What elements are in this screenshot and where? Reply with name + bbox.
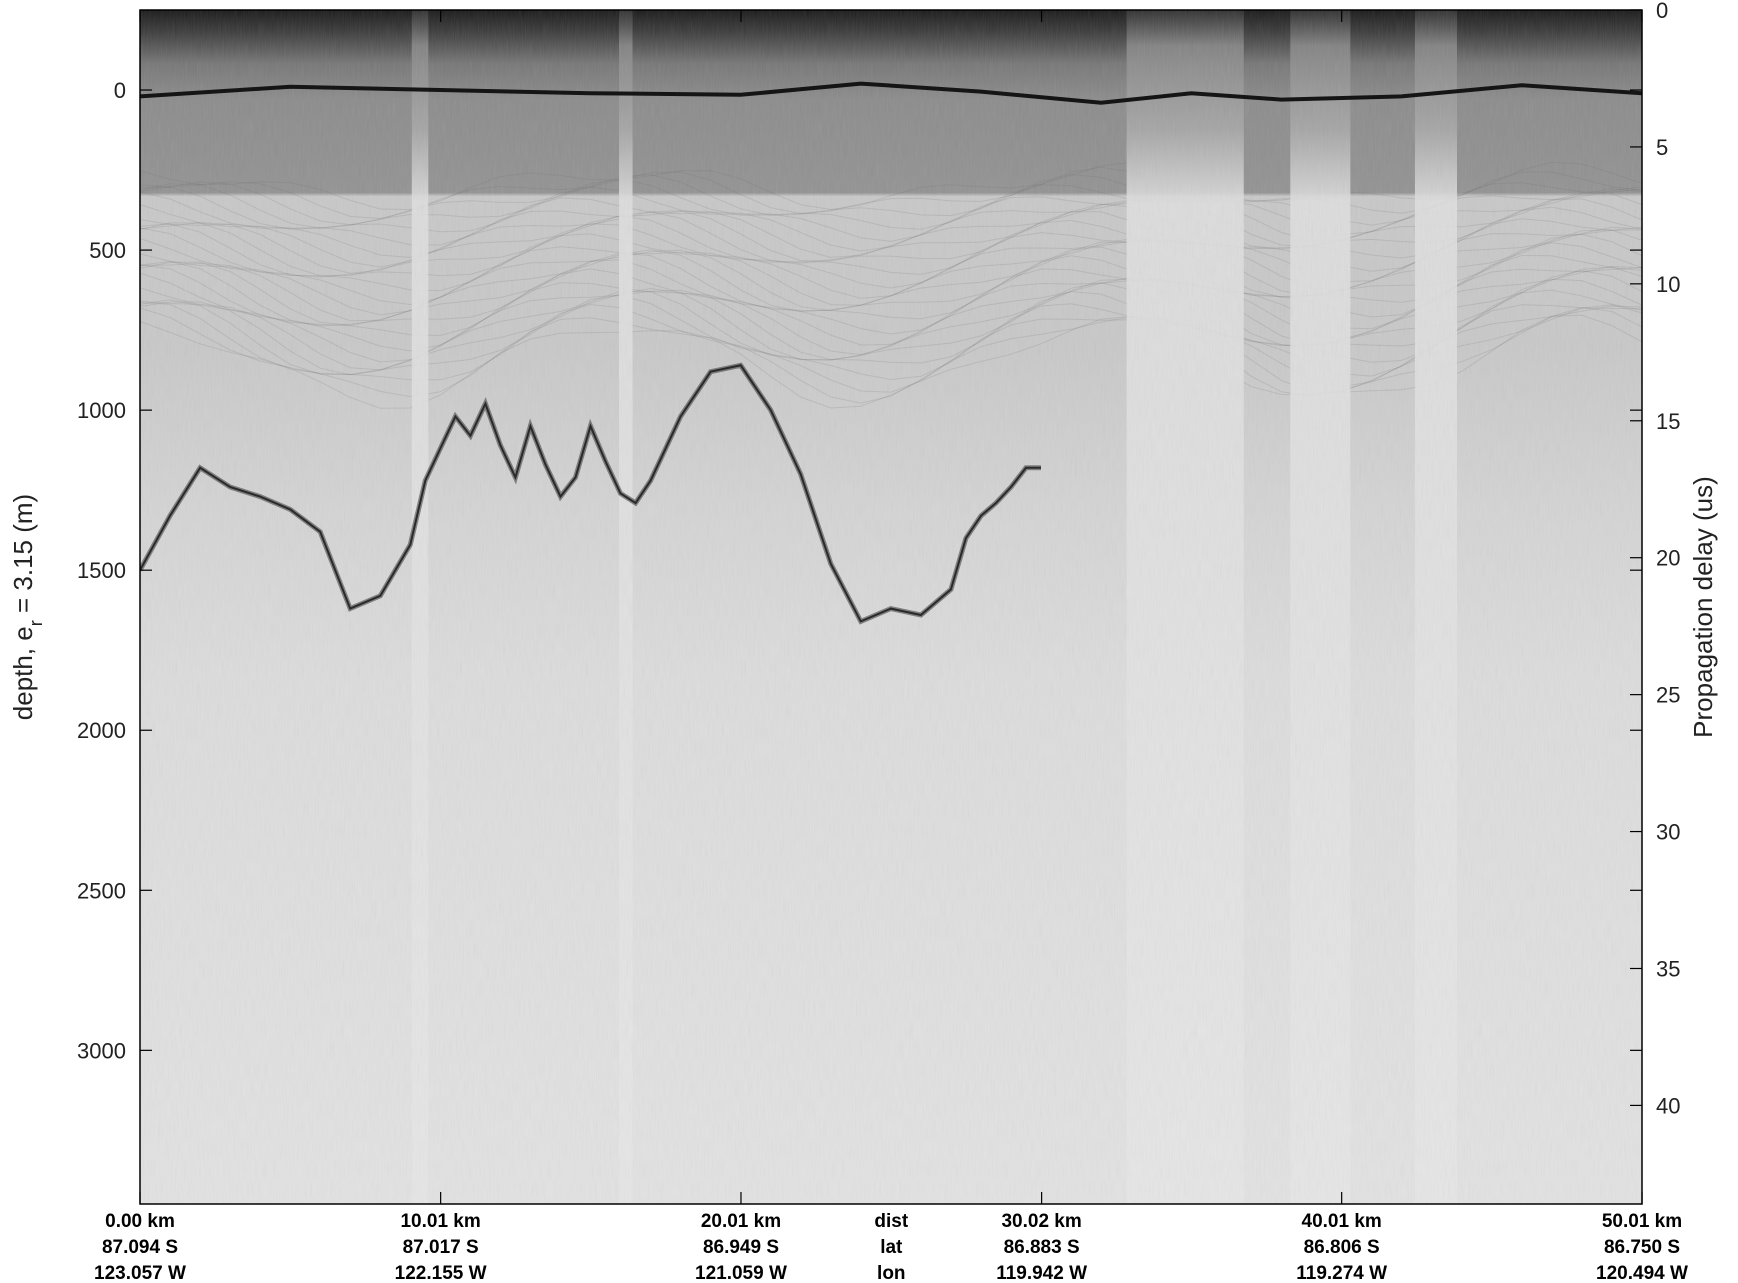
x-tick-label-lat: 86.750 S — [1604, 1237, 1680, 1258]
right-tick-label: 20 — [1656, 546, 1680, 571]
x-tick-label-lon: 121.059 W — [695, 1263, 787, 1283]
right-tick-label: 15 — [1656, 409, 1680, 434]
x-tick-label-lat: 87.094 S — [102, 1237, 178, 1258]
axes: 0 500 1000 1500 2000 2500 3000 0 5 10 15 20 25 30 35 40 — [77, 0, 1680, 1205]
echogram-image — [140, 10, 1642, 1204]
x-tick-label-lon: 123.057 W — [94, 1263, 186, 1283]
right-tick-label: 25 — [1656, 683, 1680, 708]
left-tick-label: 2000 — [77, 718, 126, 743]
x-tick-label-dist: 50.01 km — [1602, 1211, 1682, 1232]
left-tick-label: 1500 — [77, 558, 126, 583]
right-tick-label: 10 — [1656, 272, 1680, 297]
x-tick-label-lat: 86.949 S — [703, 1237, 779, 1258]
x-tick-label-dist: 0.00 km — [105, 1211, 175, 1232]
bed-reflector — [140, 364, 1041, 623]
x-tick-label-dist: 30.02 km — [1001, 1211, 1081, 1232]
left-axis-label-subscript: r — [26, 620, 46, 626]
right-tick-label: 35 — [1656, 956, 1680, 981]
plot-frame — [139, 9, 1643, 1205]
x-tick-label-lat: 86.806 S — [1304, 1237, 1380, 1258]
x-tick-label-dist: 10.01 km — [400, 1211, 480, 1232]
right-tick-label: 5 — [1656, 135, 1668, 160]
x-tick-label-lon: 122.155 W — [395, 1263, 487, 1283]
left-tick-label: 2500 — [77, 878, 126, 903]
right-tick-label: 0 — [1656, 0, 1668, 23]
left-axis-label: depth, er = 3.15 (m) — [8, 494, 46, 720]
left-axis-label-tail: = 3.15 (m) — [8, 494, 38, 620]
x-row-caption: lon — [877, 1263, 906, 1283]
x-tick-label-lon: 119.942 W — [996, 1263, 1087, 1283]
left-tick-label: 1000 — [77, 398, 126, 423]
x-tick-label-dist: 20.01 km — [701, 1211, 781, 1232]
surface-reflector — [140, 81, 1642, 105]
left-tick-label: 500 — [89, 238, 126, 263]
right-tick-label: 40 — [1656, 1093, 1680, 1118]
x-tick-label-lon: 120.494 W — [1596, 1263, 1688, 1283]
x-tick-label-dist: 40.01 km — [1302, 1211, 1382, 1232]
x-row-caption: lat — [880, 1237, 903, 1258]
x-row-caption: dist — [874, 1211, 908, 1232]
right-axis-label: Propagation delay (us) — [1688, 476, 1718, 738]
left-axis-label-main: depth, e — [8, 626, 38, 720]
right-tick-label: 30 — [1656, 820, 1680, 845]
axis-labels: 0.00 km 87.094 S 123.057 W 10.01 km 87.017 S… — [8, 476, 1718, 1283]
x-tick-label-lat: 86.883 S — [1004, 1237, 1080, 1258]
left-tick-label: 3000 — [77, 1038, 126, 1063]
left-tick-label: 0 — [114, 78, 126, 103]
x-tick-label-lat: 87.017 S — [403, 1237, 479, 1258]
x-tick-label-lon: 119.274 W — [1296, 1263, 1387, 1283]
